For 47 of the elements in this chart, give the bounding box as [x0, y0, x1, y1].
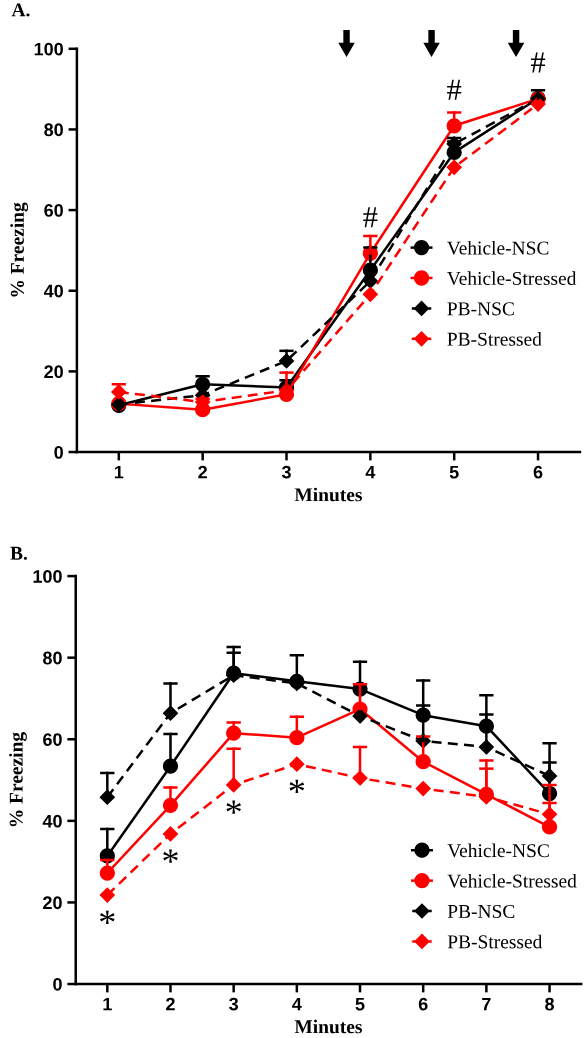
x-tick-label: 5	[449, 465, 459, 479]
legend-label: PB-NSC	[447, 904, 515, 918]
y-tick-label: 0	[54, 445, 63, 459]
x-tick-label: 4	[365, 465, 376, 479]
y-tick-label: 60	[44, 204, 63, 217]
annotation: *	[100, 910, 115, 924]
x-tick-label: 1	[114, 465, 124, 479]
x-tick-label: 2	[166, 997, 175, 1011]
y-tick-label: 100	[33, 570, 62, 583]
annotation: *	[163, 849, 178, 863]
legend-label: Vehicle-NSC	[447, 843, 549, 858]
annotation: #	[447, 79, 462, 100]
y-tick-label: 100	[34, 42, 63, 56]
legend-label: PB-NSC	[447, 302, 514, 316]
x-tick-label: 5	[355, 997, 365, 1011]
annotation: *	[289, 779, 305, 793]
y-axis-title: % Freezing	[10, 202, 29, 297]
y-tick-label: 20	[43, 896, 62, 910]
y-tick-label: 20	[44, 365, 63, 379]
x-tick-label: 3	[281, 465, 291, 479]
y-tick-label: 60	[43, 733, 62, 746]
x-tick-label: 1	[103, 997, 112, 1011]
annotation: #	[530, 52, 546, 73]
y-tick-label: 80	[43, 651, 62, 665]
y-tick-label: 40	[43, 284, 63, 298]
y-tick-label: 40	[42, 814, 62, 828]
annotation: *	[226, 800, 241, 814]
x-tick-label: 4	[292, 997, 302, 1011]
legend-label: Vehicle-Stressed	[447, 873, 577, 888]
x-axis-title: Minutes	[294, 1019, 362, 1034]
x-tick-label: 6	[533, 465, 543, 479]
y-tick-label: 80	[44, 123, 63, 137]
legend-label: PB-Stressed	[447, 934, 543, 949]
y-tick-label: 0	[53, 977, 62, 991]
legend-label: Vehicle-Stressed	[447, 271, 577, 286]
x-tick-label: 2	[198, 465, 207, 479]
legend-label: Vehicle-NSC	[447, 240, 549, 255]
legend-label: PB-Stressed	[447, 332, 542, 346]
annotation: #	[363, 207, 378, 228]
chart-title: B.	[10, 546, 27, 560]
x-tick-label: 3	[229, 997, 239, 1011]
x-axis-title: Minutes	[294, 487, 362, 502]
x-tick-label: 6	[418, 997, 428, 1011]
y-axis-title: % Freezing	[9, 732, 27, 827]
chart-title: A.	[11, 3, 30, 17]
x-tick-label: 8	[545, 997, 555, 1011]
x-tick-label: 7	[482, 997, 491, 1011]
